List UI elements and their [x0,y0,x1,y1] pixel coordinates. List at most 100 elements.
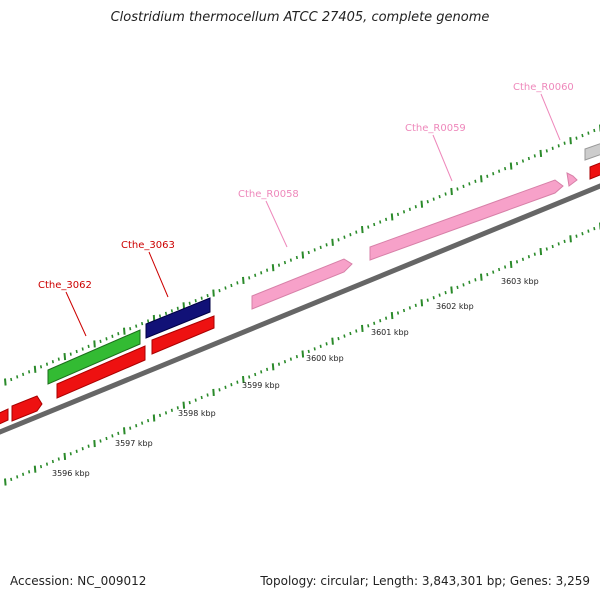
cds-block-red-2[interactable] [56,345,146,399]
rna-arrow-cthe-r0060[interactable] [566,172,578,187]
tick-mark [539,248,543,256]
cds-arrow-red[interactable] [11,395,43,422]
tick-mark [22,472,25,476]
tick-mark [337,336,340,341]
tick-mark [117,332,120,336]
tick-mark [206,293,209,298]
tick-mark [343,334,346,338]
tick-mark [212,289,215,297]
leader-line-cthe-r0060 [540,93,561,141]
tick-mark [575,136,578,140]
genome-summary-text: Topology: circular; Length: 3,843,301 bp… [260,574,590,588]
tick-mark [141,421,144,425]
tick-mark [504,265,507,269]
tick-mark [432,197,435,201]
tick-mark [426,298,429,302]
tick-mark [147,418,150,423]
kbp-label-3596: 3596 kbp [52,469,90,478]
kbp-label-3597: 3597 kbp [115,439,153,448]
tick-mark [474,179,477,183]
tick-mark [361,324,364,332]
tick-mark [111,334,114,338]
tick-mark [194,398,197,402]
tick-mark [373,222,376,227]
tick-mark [289,357,292,361]
tick-mark [295,354,298,359]
tick-mark [295,255,298,260]
feature-block-grey[interactable] [584,142,600,161]
tick-mark [63,452,67,460]
tick-mark [462,283,465,287]
tick-mark [319,245,322,250]
tick-mark [379,220,382,224]
rna-arrow-cthe-r0058[interactable] [251,258,353,310]
tick-mark [254,372,257,377]
tick-mark [164,411,168,415]
tick-mark [69,352,72,356]
tick-mark [188,400,191,405]
tick-mark [408,207,411,211]
tick-mark [224,286,227,290]
cds-block-red-right[interactable] [589,161,600,180]
tick-mark [158,314,162,318]
tick-mark [593,128,596,133]
tick-mark [123,427,126,435]
tick-mark [277,263,281,267]
tick-mark [93,440,96,448]
tick-mark [129,426,132,430]
tick-mark [563,141,566,145]
tick-mark [176,306,179,310]
tick-mark [337,238,340,242]
tick-mark [57,457,60,461]
tick-mark [313,347,316,351]
tick-mark [504,166,507,171]
tick-mark [75,349,78,354]
gene-label-cthe-r0060: Cthe_R0060 [513,82,574,93]
tick-mark [111,434,114,438]
tick-mark [242,276,245,284]
tick-mark [486,174,489,178]
gene-label-cthe-r0059: Cthe_R0059 [405,123,466,134]
cds-block-navy-cthe-3063[interactable] [145,297,211,339]
tick-mark [551,146,554,150]
tick-mark [57,357,60,361]
tick-mark [33,465,37,473]
cds-block-green-cthe-3062[interactable] [47,329,141,385]
tick-mark [93,340,96,348]
tick-mark [283,260,287,265]
tick-mark [325,243,328,247]
cds-block-red-3[interactable] [151,315,215,355]
tick-mark [593,226,596,231]
outer-tick-row [4,124,600,386]
tick-mark [521,159,525,163]
tick-mark [164,311,168,316]
cds-block-red[interactable] [0,408,9,426]
rna-arrow-cthe-r0059[interactable] [369,179,564,261]
tick-mark [28,470,31,474]
tick-mark [390,213,394,221]
tick-mark [248,276,251,280]
tick-mark [343,235,346,239]
tick-mark [283,360,287,364]
tick-mark [277,362,281,366]
tick-mark [438,293,441,297]
tick-mark [212,388,215,396]
tick-mark [325,342,328,346]
tick-mark [301,350,305,358]
tick-mark [486,272,489,277]
tick-mark [509,162,513,170]
tick-mark [533,154,536,158]
tick-mark [480,175,483,183]
tick-mark [152,414,156,422]
tick-mark [420,299,424,307]
kbp-label-3598: 3598 kbp [178,409,216,418]
tick-mark [123,327,126,335]
tick-mark [390,312,394,320]
tick-mark [45,362,49,366]
map-title: Clostridium thermocellum ATCC 27405, com… [110,10,490,25]
tick-mark [408,306,411,310]
tick-mark [117,431,120,436]
tick-mark [4,478,7,486]
tick-mark [200,395,203,400]
